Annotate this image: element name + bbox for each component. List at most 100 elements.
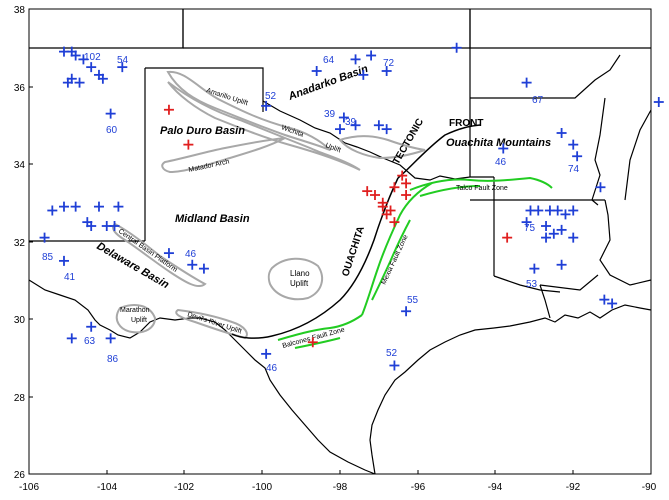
y-tick-label: 34 [14,160,26,171]
blue-cross-marker [39,232,50,243]
blue-cross-marker [66,333,77,344]
blue-cross-marker [653,97,664,107]
blue-cross-marker [47,205,58,216]
red-cross-marker [502,232,513,243]
blue-cross-marker [599,294,610,305]
front-label: FRONT [449,118,483,129]
station-number: 86 [107,354,119,365]
red-cross-marker [163,104,174,115]
marathon-uplift-label: Uplift [131,317,147,324]
state-borders [29,9,652,293]
blue-cross-marker [572,151,583,162]
blue-cross-marker [607,298,618,309]
blue-cross-marker [541,232,552,243]
red-cross-marker [397,170,408,181]
station-number: 46 [266,363,278,374]
y-tick-label: 26 [14,470,26,481]
balcones-fault-green [277,314,363,341]
x-axis-labels: -106 -104 -102 -100 -98 -96 -94 -92 -90 [19,482,657,493]
blue-cross-marker [198,263,209,274]
station-number: 75 [524,223,536,234]
mexia-fault-green [361,182,433,316]
x-tick-label: -102 [174,482,194,493]
marathon-uplift-region [115,304,157,334]
blue-cross-marker [86,62,97,73]
red-cross-marker [401,190,412,200]
blue-cross-marker [117,62,128,73]
y-axis-ticks [29,8,33,475]
blue-cross-marker [78,54,89,65]
blue-cross-marker [552,205,563,216]
ouachita-mountains-label: Ouachita Mountains [446,137,551,149]
station-number: 46 [495,157,507,168]
station-number: 52 [265,91,277,102]
blue-cross-marker [97,73,108,84]
blue-cross-marker [533,205,544,216]
blue-cross-marker [568,205,579,216]
blue-cross-marker [560,209,571,220]
mexia-fault-green-2 [371,219,411,301]
blue-cross-marker [70,201,81,212]
x-tick-label: -106 [19,482,39,493]
station-number: 74 [568,164,580,175]
blue-cross-marker [113,201,124,212]
y-tick-label: 32 [14,238,26,249]
red-cross-marker [377,201,388,212]
station-number: 72 [383,58,395,69]
ouachita-front-region [338,135,426,160]
y-axis-labels: 38 36 34 32 30 28 26 [14,5,26,481]
blue-cross-marker [381,124,392,135]
station-number: 85 [42,252,54,263]
blue-cross-marker [401,306,412,317]
red-cross-marker [362,186,373,197]
blue-cross-marker [358,69,369,80]
central-basin-region [112,222,207,288]
blue-cross-marker [261,100,272,111]
blue-cross-marker [62,77,73,88]
red-cross-marker [389,217,400,228]
station-number: 52 [386,348,398,359]
station-markers [39,42,664,371]
blue-cross-marker [86,321,97,332]
blue-cross-marker [529,263,540,274]
blue-cross-marker [338,112,349,123]
palo-duro-basin-label: Palo Duro Basin [160,125,245,137]
blue-cross-marker [556,259,567,270]
blue-cross-marker [556,128,567,138]
blue-cross-marker [548,228,559,239]
station-number: 102 [84,52,101,63]
red-cross-marker [389,182,400,193]
station-number: 67 [532,95,544,106]
blue-cross-marker [498,143,509,154]
station-number: 41 [64,272,76,283]
red-cross-marker [307,337,318,348]
blue-cross-marker [93,201,104,212]
blue-cross-marker [521,77,532,88]
tectonic-regions [112,70,426,340]
amarillo-uplift-region [166,70,331,151]
llano-label: Llano [290,269,310,278]
y-tick-label: 38 [14,5,26,16]
blue-cross-marker [261,348,272,359]
blue-cross-marker [105,108,116,119]
station-number: 64 [323,55,335,66]
blue-cross-marker [595,182,606,193]
llano-uplift-label: Uplift [290,279,309,288]
blue-cross-marker [74,77,85,88]
x-tick-label: -104 [97,482,117,493]
blue-cross-marker [350,120,361,131]
matador-arch-region [161,137,286,174]
station-number: 39 [345,117,357,128]
blue-cross-marker [163,248,174,259]
x-tick-label: -90 [642,482,657,493]
blue-cross-marker [541,221,552,231]
station-number: 46 [185,249,197,260]
blue-cross-marker [58,255,69,266]
blue-cross-marker [311,66,322,76]
blue-cross-marker [86,221,97,231]
wichita-uplift-region [167,81,361,171]
station-number: 53 [526,279,538,290]
y-tick-label: 28 [14,393,26,404]
blue-cross-marker [187,259,198,270]
